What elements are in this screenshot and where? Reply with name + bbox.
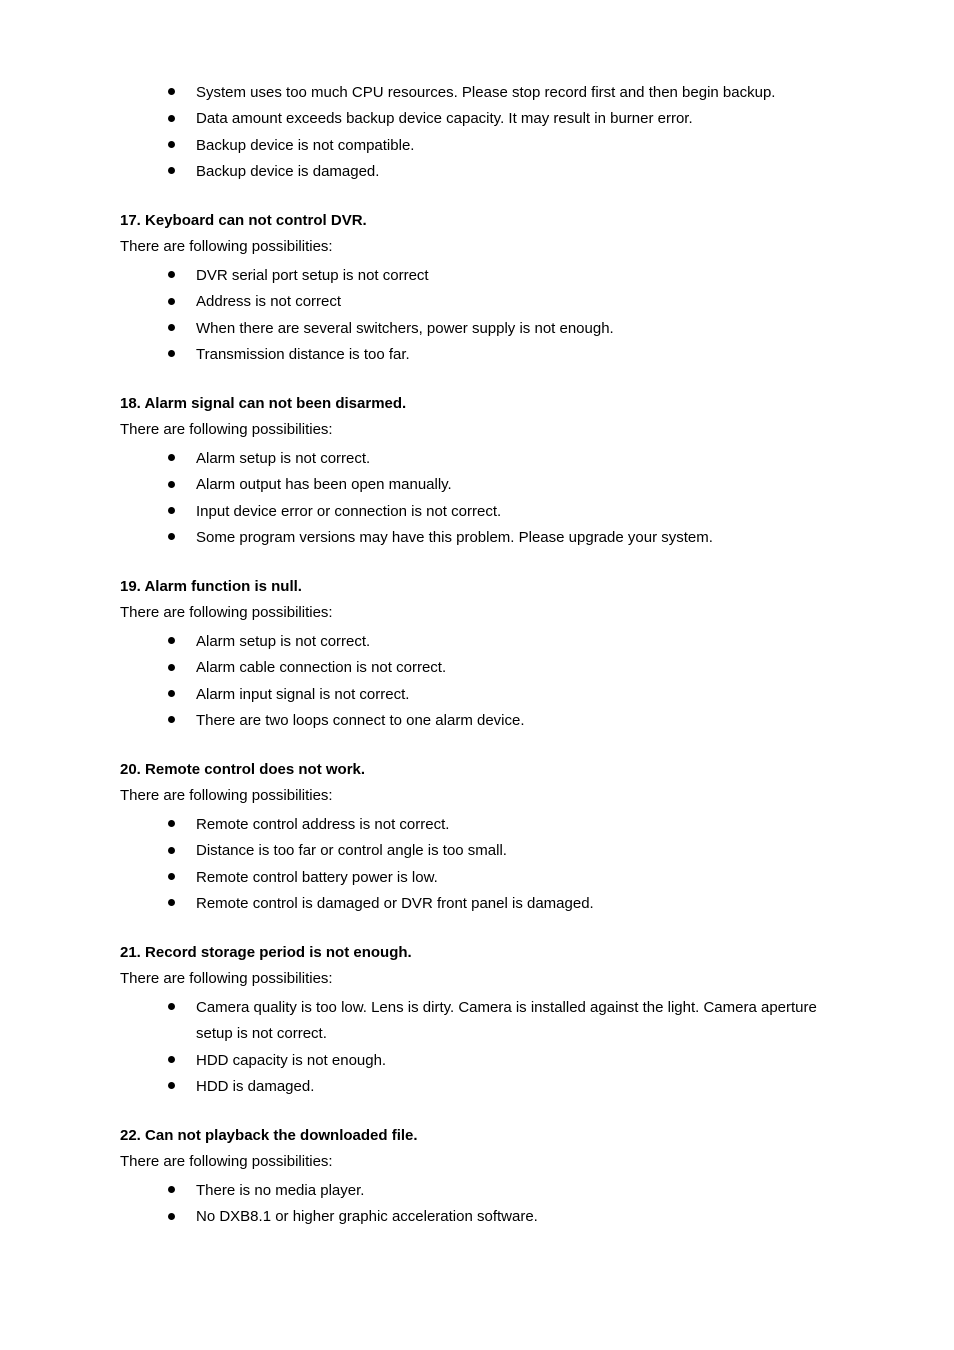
bullet-list: Alarm setup is not correct. Alarm cable … — [168, 629, 834, 734]
section-heading: 19. Alarm function is null. — [120, 575, 834, 599]
list-item-text: HDD capacity is not enough. — [196, 1052, 386, 1069]
section-18: 18. Alarm signal can not been disarmed. … — [120, 392, 834, 551]
list-item-text: Remote control is damaged or DVR front p… — [196, 895, 594, 912]
list-item-text: Backup device is not compatible. — [196, 137, 414, 154]
bullet-list: There is no media player. No DXB8.1 or h… — [168, 1178, 834, 1231]
list-item: There is no media player. — [168, 1178, 834, 1204]
list-item: Address is not correct — [168, 289, 834, 315]
list-item: DVR serial port setup is not correct — [168, 263, 834, 289]
section-intro: There are following possibilities: — [120, 1150, 834, 1174]
list-item-text: Remote control battery power is low. — [196, 869, 438, 886]
list-item-text: System uses too much CPU resources. Plea… — [196, 84, 775, 101]
list-item: Remote control battery power is low. — [168, 865, 834, 891]
list-item-text: Some program versions may have this prob… — [196, 529, 713, 546]
list-item: Remote control address is not correct. — [168, 812, 834, 838]
list-item: Backup device is not compatible. — [168, 133, 834, 159]
list-item: Distance is too far or control angle is … — [168, 838, 834, 864]
list-item-text: Camera quality is too low. Lens is dirty… — [196, 999, 817, 1042]
list-item: Backup device is damaged. — [168, 159, 834, 185]
list-item-text: Remote control address is not correct. — [196, 816, 449, 833]
list-item: Alarm cable connection is not correct. — [168, 655, 834, 681]
section-intro: There are following possibilities: — [120, 967, 834, 991]
bullet-list: Remote control address is not correct. D… — [168, 812, 834, 917]
list-item-text: There is no media player. — [196, 1182, 364, 1199]
list-item: Some program versions may have this prob… — [168, 525, 834, 551]
list-item-text: DVR serial port setup is not correct — [196, 267, 429, 284]
list-item: Transmission distance is too far. — [168, 342, 834, 368]
list-item-text: Alarm input signal is not correct. — [196, 686, 409, 703]
list-item: There are two loops connect to one alarm… — [168, 708, 834, 734]
list-item-text: Backup device is damaged. — [196, 163, 379, 180]
orphan-bullet-section: System uses too much CPU resources. Plea… — [120, 80, 834, 185]
section-17: 17. Keyboard can not control DVR. There … — [120, 209, 834, 368]
list-item-text: Input device error or connection is not … — [196, 503, 501, 520]
list-item: System uses too much CPU resources. Plea… — [168, 80, 834, 106]
list-item: HDD capacity is not enough. — [168, 1048, 834, 1074]
list-item-text: Alarm cable connection is not correct. — [196, 659, 446, 676]
list-item: Alarm setup is not correct. — [168, 629, 834, 655]
list-item: Remote control is damaged or DVR front p… — [168, 891, 834, 917]
orphan-bullet-list: System uses too much CPU resources. Plea… — [168, 80, 834, 185]
section-intro: There are following possibilities: — [120, 784, 834, 808]
bullet-list: Camera quality is too low. Lens is dirty… — [168, 995, 834, 1100]
list-item-text: No DXB8.1 or higher graphic acceleration… — [196, 1208, 538, 1225]
list-item: Data amount exceeds backup device capaci… — [168, 106, 834, 132]
list-item: HDD is damaged. — [168, 1074, 834, 1100]
list-item: Alarm output has been open manually. — [168, 472, 834, 498]
bullet-list: DVR serial port setup is not correct Add… — [168, 263, 834, 368]
list-item-text: Transmission distance is too far. — [196, 346, 410, 363]
section-heading: 18. Alarm signal can not been disarmed. — [120, 392, 834, 416]
section-21: 21. Record storage period is not enough.… — [120, 941, 834, 1100]
section-intro: There are following possibilities: — [120, 601, 834, 625]
list-item-text: When there are several switchers, power … — [196, 320, 614, 337]
section-22: 22. Can not playback the downloaded file… — [120, 1124, 834, 1231]
section-heading: 20. Remote control does not work. — [120, 758, 834, 782]
list-item: Camera quality is too low. Lens is dirty… — [168, 995, 834, 1048]
list-item-text: There are two loops connect to one alarm… — [196, 712, 525, 729]
section-intro: There are following possibilities: — [120, 235, 834, 259]
document-page: System uses too much CPU resources. Plea… — [0, 0, 954, 1335]
list-item-text: Alarm output has been open manually. — [196, 476, 452, 493]
section-heading: 21. Record storage period is not enough. — [120, 941, 834, 965]
list-item: Alarm input signal is not correct. — [168, 682, 834, 708]
list-item: Alarm setup is not correct. — [168, 446, 834, 472]
list-item-text: Alarm setup is not correct. — [196, 633, 370, 650]
list-item-text: Data amount exceeds backup device capaci… — [196, 110, 693, 127]
section-heading: 17. Keyboard can not control DVR. — [120, 209, 834, 233]
list-item: No DXB8.1 or higher graphic acceleration… — [168, 1204, 834, 1230]
list-item: When there are several switchers, power … — [168, 316, 834, 342]
list-item: Input device error or connection is not … — [168, 499, 834, 525]
list-item-text: Distance is too far or control angle is … — [196, 842, 507, 859]
list-item-text: Address is not correct — [196, 293, 341, 310]
section-19: 19. Alarm function is null. There are fo… — [120, 575, 834, 734]
list-item-text: Alarm setup is not correct. — [196, 450, 370, 467]
section-intro: There are following possibilities: — [120, 418, 834, 442]
list-item-text: HDD is damaged. — [196, 1078, 314, 1095]
bullet-list: Alarm setup is not correct. Alarm output… — [168, 446, 834, 551]
section-20: 20. Remote control does not work. There … — [120, 758, 834, 917]
section-heading: 22. Can not playback the downloaded file… — [120, 1124, 834, 1148]
